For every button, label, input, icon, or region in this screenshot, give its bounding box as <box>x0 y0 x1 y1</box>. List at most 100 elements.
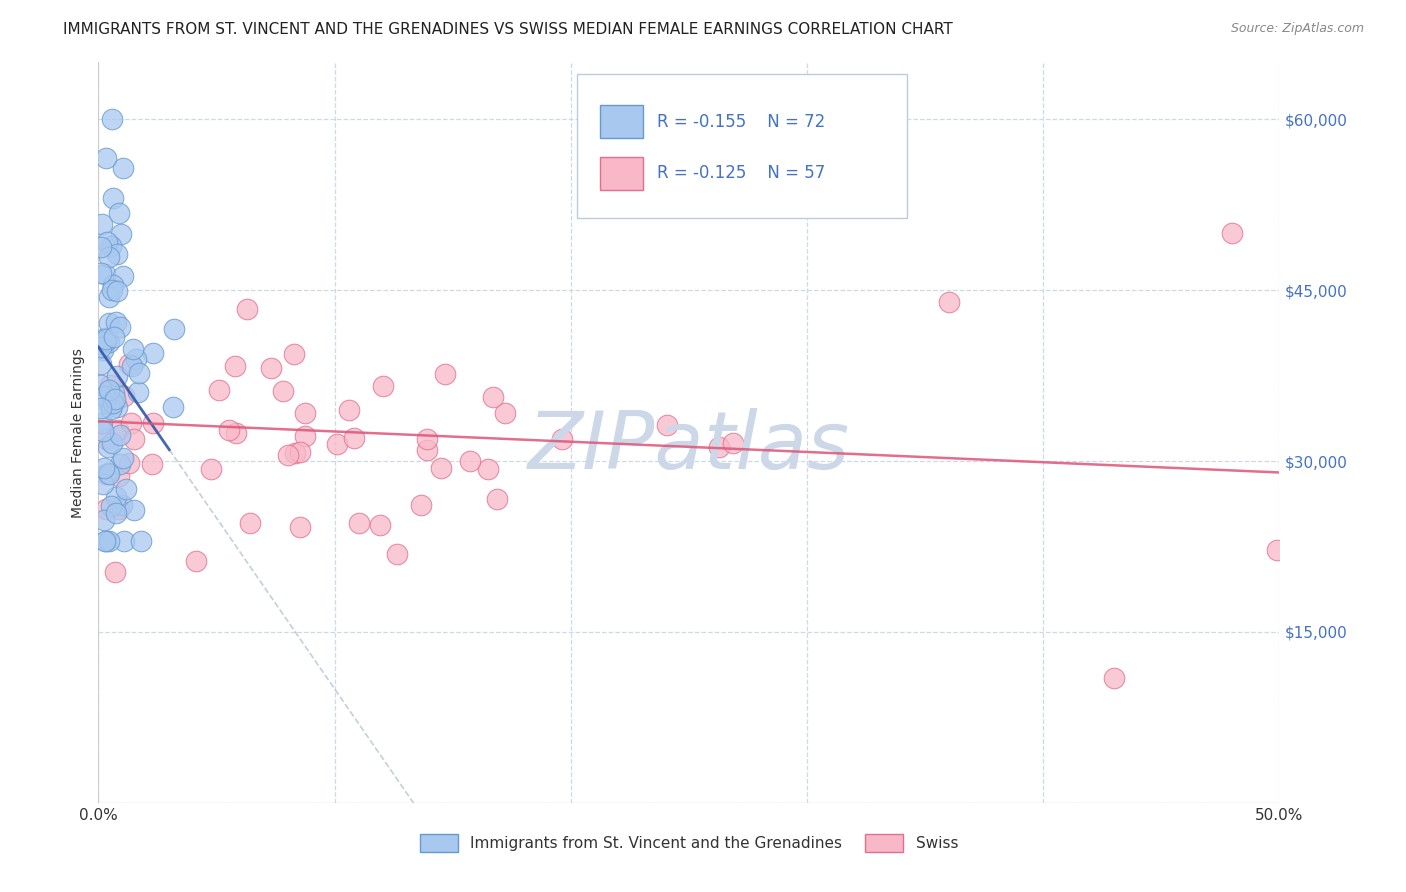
Point <box>477 462 499 476</box>
Point <box>184 554 207 568</box>
Text: ZIPatlas: ZIPatlas <box>527 409 851 486</box>
Point <box>105 315 128 329</box>
Point <box>224 359 246 374</box>
Point <box>655 418 678 433</box>
Point <box>551 432 574 446</box>
Point <box>108 502 131 516</box>
Point <box>239 516 262 530</box>
Point <box>111 498 134 512</box>
Point <box>1265 543 1288 558</box>
Point <box>337 402 360 417</box>
Point <box>94 332 117 346</box>
FancyBboxPatch shape <box>576 73 907 218</box>
Point <box>200 462 222 476</box>
Point <box>97 533 120 548</box>
Point <box>416 432 439 446</box>
Point <box>103 386 125 401</box>
Point <box>127 384 149 399</box>
Point <box>326 437 349 451</box>
Point <box>458 453 481 467</box>
Point <box>107 400 129 414</box>
Point <box>236 301 259 316</box>
Point <box>105 491 128 505</box>
Point <box>128 366 150 380</box>
Point <box>111 450 134 465</box>
Point <box>294 406 316 420</box>
Point <box>225 425 247 440</box>
Point <box>93 460 115 475</box>
Point <box>277 448 299 462</box>
Point <box>120 417 142 431</box>
Point <box>104 506 127 520</box>
Point <box>94 432 117 446</box>
Point <box>91 477 114 491</box>
Point <box>118 456 141 470</box>
Point <box>97 467 120 481</box>
Text: R = -0.155    N = 72: R = -0.155 N = 72 <box>657 112 825 130</box>
Point <box>208 383 231 397</box>
Point <box>125 351 148 366</box>
Point <box>94 334 117 348</box>
Point <box>112 389 135 403</box>
Point <box>97 383 120 397</box>
Point <box>94 501 117 516</box>
Point <box>90 340 112 354</box>
Point <box>118 357 141 371</box>
Point <box>104 392 127 406</box>
Point <box>122 433 145 447</box>
Point <box>707 440 730 454</box>
Point <box>90 240 112 254</box>
Point <box>122 503 145 517</box>
Point <box>105 246 128 260</box>
Point <box>107 423 129 437</box>
Point <box>94 533 117 548</box>
Point <box>105 369 128 384</box>
Point <box>343 431 366 445</box>
Point <box>94 467 117 481</box>
Point <box>1220 227 1243 241</box>
Point <box>368 517 391 532</box>
Point <box>433 368 456 382</box>
Point <box>96 533 118 548</box>
Point <box>97 334 120 349</box>
Point <box>481 390 503 404</box>
Point <box>429 460 451 475</box>
Point <box>108 428 131 442</box>
Point <box>142 346 165 360</box>
Legend: Immigrants from St. Vincent and the Grenadines, Swiss: Immigrants from St. Vincent and the Gren… <box>413 829 965 858</box>
Point <box>721 436 744 450</box>
Point <box>98 250 121 264</box>
Point <box>96 151 118 165</box>
Point <box>288 445 311 459</box>
Point <box>108 205 131 219</box>
Point <box>371 379 394 393</box>
Point <box>91 424 114 438</box>
Text: Source: ZipAtlas.com: Source: ZipAtlas.com <box>1230 22 1364 36</box>
Point <box>111 161 134 176</box>
Point <box>110 457 132 471</box>
Point <box>129 533 152 548</box>
Point <box>271 384 294 399</box>
Point <box>121 359 143 374</box>
Point <box>294 428 316 442</box>
Point <box>100 499 122 513</box>
Point <box>97 440 120 454</box>
Point <box>283 347 305 361</box>
Point <box>114 482 136 496</box>
Point <box>485 491 508 506</box>
Point <box>101 278 124 293</box>
Point <box>409 498 432 512</box>
Y-axis label: Median Female Earnings: Median Female Earnings <box>72 348 86 517</box>
Point <box>112 269 135 284</box>
Point <box>97 317 120 331</box>
Point <box>101 283 124 297</box>
Point <box>122 342 145 356</box>
Point <box>94 331 117 345</box>
Point <box>288 520 311 534</box>
Point <box>101 191 124 205</box>
Point <box>90 378 112 392</box>
FancyBboxPatch shape <box>600 105 643 138</box>
Point <box>103 330 125 344</box>
Point <box>100 239 122 253</box>
Point <box>100 112 122 127</box>
